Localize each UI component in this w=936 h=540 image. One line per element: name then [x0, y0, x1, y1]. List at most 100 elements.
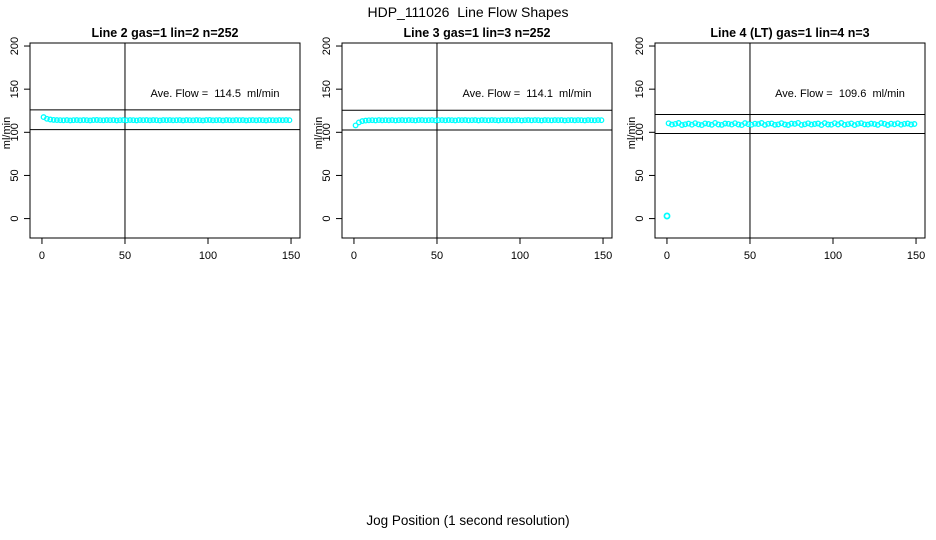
data-point: [808, 121, 815, 128]
data-point: [422, 117, 429, 124]
data-point: [508, 117, 515, 124]
x-tick-label: 50: [119, 250, 131, 262]
data-point: [43, 115, 50, 122]
data-point: [761, 121, 768, 128]
data-point: [472, 117, 479, 124]
data-point: [442, 117, 449, 124]
data-point: [173, 117, 180, 124]
data-point: [478, 117, 485, 124]
data-point: [705, 121, 712, 127]
data-point: [498, 117, 505, 124]
data-point: [851, 122, 858, 129]
data-point: [505, 117, 512, 124]
panel-title: Line 2 gas=1 lin=2 n=252: [91, 26, 239, 40]
data-point: [375, 117, 382, 124]
data-point: [871, 121, 878, 128]
data-point: [53, 117, 60, 124]
data-point: [80, 117, 87, 124]
data-point: [581, 117, 588, 124]
data-point: [362, 117, 369, 124]
data-point: [97, 117, 104, 124]
data-point: [831, 120, 838, 127]
data-point: [146, 117, 153, 124]
y-tick-label: 50: [634, 169, 646, 181]
data-point: [392, 117, 399, 124]
data-point: [186, 117, 193, 124]
data-point: [788, 120, 795, 127]
data-point: [286, 117, 293, 124]
data-point: [894, 120, 901, 127]
data-point: [273, 117, 280, 124]
data-point: [528, 117, 535, 124]
data-point: [127, 117, 133, 124]
data-point: [668, 121, 675, 128]
data-point: [858, 120, 865, 127]
data-point: [482, 117, 489, 124]
data-point: [718, 121, 725, 128]
data-point: [156, 117, 163, 124]
x-tick-label: 100: [511, 250, 529, 262]
data-point: [775, 121, 782, 128]
data-point: [692, 120, 699, 127]
y-tick-label: 50: [9, 169, 21, 181]
data-point: [541, 117, 548, 124]
data-point: [742, 120, 748, 127]
data-point: [183, 117, 190, 124]
data-point: [525, 117, 532, 124]
data-point: [136, 117, 143, 124]
data-point: [445, 117, 452, 124]
data-point: [555, 117, 562, 124]
data-point: [180, 117, 187, 124]
data-point: [246, 117, 253, 124]
data-point: [73, 117, 80, 124]
data-point: [864, 121, 871, 128]
plot-box: [341, 42, 613, 239]
x-tick-label: 0: [351, 250, 357, 262]
data-point: [399, 117, 406, 124]
data-point: [117, 117, 123, 124]
data-point: [432, 117, 439, 124]
data-point: [47, 116, 54, 123]
data-point: [203, 117, 210, 124]
data-point: [745, 121, 752, 128]
data-point: [702, 120, 709, 127]
plot-box: [29, 42, 301, 239]
data-point: [854, 120, 861, 127]
data-point: [256, 117, 263, 124]
data-point: [672, 120, 679, 127]
data-point: [110, 117, 117, 124]
data-point: [682, 121, 689, 128]
y-tick-label: 200: [634, 37, 646, 55]
data-point: [415, 117, 422, 124]
data-point: [385, 117, 392, 124]
data-point: [229, 117, 236, 124]
data-point: [821, 120, 828, 127]
panel-line4-flow: Line 4 (LT) gas=1 lin=4 n=3 0 50 100 150 200…: [625, 0, 936, 282]
data-point: [728, 121, 735, 128]
data-point: [409, 117, 416, 124]
data-point: [502, 117, 509, 124]
data-point: [715, 121, 722, 128]
data-point: [778, 120, 785, 127]
data-point: [532, 117, 538, 124]
data-point: [878, 120, 885, 127]
ave-flow-annotation: Ave. Flow = 109.6 ml/min: [775, 88, 905, 100]
data-point: [166, 117, 173, 124]
data-point: [455, 117, 462, 124]
y-tick-label: 100: [321, 123, 333, 141]
data-point: [551, 117, 558, 124]
y-tick-label: 0: [9, 216, 21, 222]
data-point: [263, 117, 270, 124]
data-point: [884, 122, 891, 128]
scatter-plot-line3: 0 50 100 150 200 0 50 100 150: [321, 37, 613, 262]
data-point: [77, 117, 84, 124]
panel-title: Line 3 gas=1 lin=3 n=252: [403, 26, 551, 40]
x-tick-label: 150: [907, 250, 925, 262]
data-point: [113, 117, 120, 124]
x-tick-label: 150: [282, 250, 300, 262]
data-point: [279, 117, 286, 124]
data-point: [163, 117, 170, 124]
data-point: [439, 117, 445, 124]
data-point: [359, 118, 366, 125]
data-point: [811, 121, 818, 127]
